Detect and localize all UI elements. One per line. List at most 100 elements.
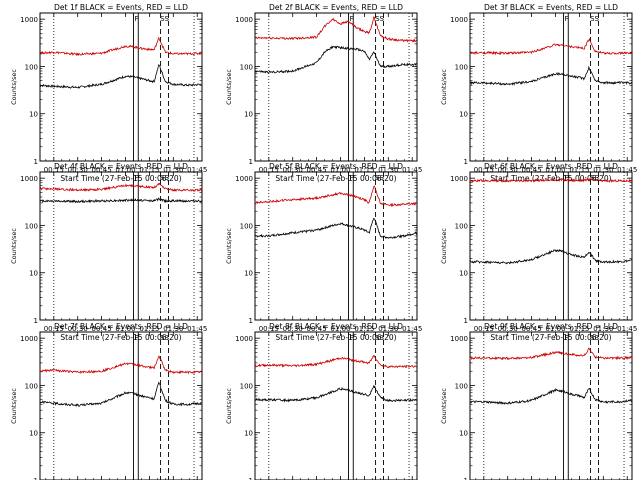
y-tick-label: 100 <box>25 222 38 230</box>
panel-det-1f: Det 1f BLACK = Events, RED = LLD 1 10 100 10… <box>10 3 207 183</box>
events-series-line <box>39 63 202 89</box>
y-tick-label: 100 <box>240 222 253 230</box>
lld-series-line <box>254 185 418 208</box>
x-tick-label: 00:15 <box>44 325 64 333</box>
plot-frame <box>39 12 203 162</box>
plot-frame <box>469 331 633 480</box>
x-tick-label: 00:45 <box>522 166 542 174</box>
events-series-line <box>469 387 633 405</box>
x-tick-label: 01:30 <box>163 166 183 174</box>
y-tick-label: 10 <box>29 430 38 438</box>
y-tick-label: 1000 <box>20 335 38 343</box>
panel-title: Det 5f BLACK = Events, RED = LLD <box>269 162 403 171</box>
x-tick-label: 01:00 <box>115 325 135 333</box>
x-tick-label: 01:30 <box>378 166 398 174</box>
ss-marker-label: SS <box>375 174 384 182</box>
ss-marker-label: SS <box>590 15 599 23</box>
x-tick-label: 01:15 <box>569 325 589 333</box>
events-series-line <box>39 197 203 204</box>
panel-title: Det 6f BLACK = Events, RED = LLD <box>484 162 618 171</box>
y-axis-label: Counts/sec <box>225 69 233 105</box>
y-tick-label: 1 <box>34 477 38 480</box>
flare-marker-label: F <box>134 15 138 23</box>
ss-marker-label: SS <box>375 15 384 23</box>
x-tick-label: 01:45 <box>187 166 207 174</box>
y-tick-label: 100 <box>240 382 253 390</box>
y-tick-label: 10 <box>459 430 468 438</box>
y-tick-label: 1000 <box>450 16 468 24</box>
plot-frame <box>39 171 203 321</box>
y-tick-label: 100 <box>25 63 38 71</box>
x-tick-label: 00:30 <box>498 325 518 333</box>
ss-marker-label: SS <box>590 174 599 182</box>
y-tick-label: 1000 <box>235 175 253 183</box>
plot-frame <box>254 12 418 162</box>
y-axis-label: Counts/sec <box>10 388 18 424</box>
panel-det-2f: Det 2f BLACK = Events, RED = LLD 1 10 100 10… <box>225 3 422 183</box>
plot-frame <box>254 331 418 480</box>
ss-marker-label: SS <box>160 334 169 342</box>
panel-det-5f: Det 5f BLACK = Events, RED = LLD 1 10 100 10… <box>225 162 422 342</box>
events-series-line <box>254 44 418 74</box>
y-tick-label: 10 <box>459 111 468 119</box>
events-series-line <box>254 384 418 403</box>
y-axis-label: Counts/sec <box>225 388 233 424</box>
x-axis-label: Start Time (27-Feb-15 00:06:20) <box>490 174 611 183</box>
panel-det-4f: Det 4f BLACK = Events, RED = LLD 1 10 100 10… <box>10 162 207 342</box>
lld-series-line <box>39 36 203 57</box>
y-tick-label: 1 <box>34 158 38 166</box>
y-tick-label: 10 <box>244 430 253 438</box>
panel-det-8f: Det 8f BLACK = Events, RED = LLD 1 10 100 10… <box>225 322 418 480</box>
flare-marker-label: F <box>349 174 353 182</box>
x-tick-label: 00:45 <box>307 325 327 333</box>
flare-marker-label: F <box>134 334 138 342</box>
x-tick-label: 00:45 <box>92 325 112 333</box>
x-tick-label: 01:00 <box>545 325 565 333</box>
x-tick-label: 01:15 <box>354 325 374 333</box>
x-tick-label: 00:15 <box>259 166 279 174</box>
ss-marker-label: SS <box>160 15 169 23</box>
ss-marker-label: SS <box>375 334 384 342</box>
plot-frame <box>469 12 633 162</box>
x-tick-label: 01:30 <box>593 166 613 174</box>
panel-title: Det 8f BLACK = Events, RED = LLD <box>269 322 403 331</box>
flare-marker-label: F <box>564 334 568 342</box>
x-tick-label: 00:30 <box>68 166 88 174</box>
x-tick-label: 00:30 <box>498 166 518 174</box>
panel-title: Det 4f BLACK = Events, RED = LLD <box>54 162 188 171</box>
ss-marker-label: SS <box>160 174 169 182</box>
plot-frame <box>469 171 633 321</box>
lld-series-line <box>254 354 417 369</box>
x-tick-label: 01:45 <box>617 166 637 174</box>
y-tick-label: 1 <box>249 158 253 166</box>
flare-marker-label: F <box>349 15 353 23</box>
x-tick-label: 01:00 <box>115 166 135 174</box>
x-tick-label: 00:30 <box>68 325 88 333</box>
y-tick-label: 10 <box>244 270 253 278</box>
y-tick-label: 100 <box>240 63 253 71</box>
panel-det-3f: Det 3f BLACK = Events, RED = LLD 1 10 100 10… <box>440 3 637 183</box>
x-tick-label: 00:30 <box>283 325 303 333</box>
x-tick-label: 01:15 <box>354 166 374 174</box>
x-tick-label: 01:00 <box>545 166 565 174</box>
y-tick-label: 1000 <box>235 16 253 24</box>
x-axis-label: Start Time (27-Feb-15 00:06:20) <box>275 333 396 342</box>
x-axis-label: Start Time (27-Feb-15 00:06:20) <box>60 174 181 183</box>
y-tick-label: 1 <box>464 317 468 325</box>
x-tick-label: 00:30 <box>283 166 303 174</box>
y-tick-label: 100 <box>455 63 468 71</box>
x-tick-label: 01:15 <box>139 166 159 174</box>
lld-series-line <box>39 355 202 375</box>
x-tick-label: 00:45 <box>522 325 542 333</box>
x-tick-label: 01:15 <box>139 325 159 333</box>
x-axis-label: Start Time (27-Feb-15 00:06:20) <box>490 333 611 342</box>
flare-marker-label: F <box>564 15 568 23</box>
panel-det-6f: Det 6f BLACK = Events, RED = LLD 1 10 100 10… <box>440 162 637 342</box>
events-series-line <box>254 217 418 239</box>
y-tick-label: 10 <box>29 270 38 278</box>
panel-det-7f: Det 7f BLACK = Events, RED = LLD 1 10 100 10… <box>10 322 203 480</box>
events-series-line <box>40 381 202 407</box>
y-axis-label: Counts/sec <box>225 228 233 264</box>
x-tick-label: 01:00 <box>330 166 350 174</box>
plot-frame <box>254 171 418 321</box>
